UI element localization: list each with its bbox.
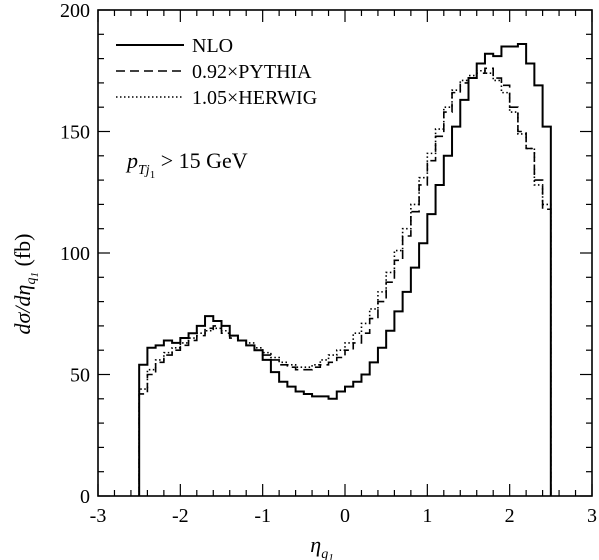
plot-frame: [97, 9, 593, 497]
legend: NLO 0.92×PYTHIA 1.05×HERWIG: [116, 35, 317, 109]
annotation-pt-cut: pTj1 > 15 GeV: [125, 148, 248, 181]
y-tick-label: 100: [60, 243, 90, 265]
legend-label: 0.92×PYTHIA: [192, 61, 312, 83]
x-tick-label: 1: [422, 505, 432, 527]
x-tick-label: 2: [505, 505, 515, 527]
x-tick-label: -1: [254, 505, 271, 527]
x-tick-label: 0: [340, 505, 350, 527]
legend-label: NLO: [192, 35, 233, 57]
x-tick-label: -2: [172, 505, 189, 527]
legend-label: 1.05×HERWIG: [192, 87, 317, 109]
x-tick-label: 3: [587, 505, 597, 527]
y-tick-label: 0: [80, 486, 90, 508]
series-pythia-line: [138, 67, 552, 496]
series-nlo-line: [138, 43, 552, 496]
x-axis-label: ηq1: [310, 532, 333, 560]
y-tick-label: 150: [60, 122, 90, 144]
y-axis-label: dσ/dηq1 (fb): [10, 234, 41, 335]
y-tick-label: 200: [60, 0, 90, 22]
y-tick-label: 50: [70, 365, 90, 387]
series-layer: [138, 43, 552, 496]
x-tick-label: -3: [90, 505, 107, 527]
series-herwig-line: [138, 69, 552, 496]
plot-border: [97, 9, 593, 497]
axis-ticks: -3 -2 -1 0 1 2 3 0 50 100 150 200: [60, 0, 597, 527]
